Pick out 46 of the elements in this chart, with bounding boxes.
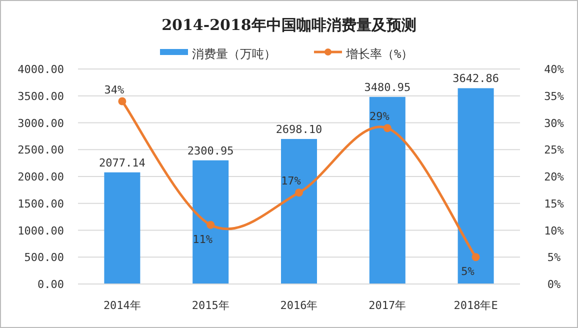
y2-tick-label: 0%	[547, 278, 561, 291]
bar	[104, 172, 140, 284]
y-tick-label: 3000.00	[18, 116, 64, 130]
y-tick-label: 500.00	[24, 251, 64, 264]
point	[295, 188, 303, 197]
y2-tick-label: 10%	[544, 224, 564, 238]
x-tick-label: 2015年	[192, 299, 230, 312]
y-tick-label: 1500.00	[18, 197, 64, 210]
data-label: 3642.86	[452, 72, 499, 86]
data-label: 3480.95	[364, 80, 411, 94]
x-tick-label: 2018年E	[454, 299, 498, 312]
legend-label: 增长率（%）	[345, 47, 414, 61]
point	[118, 97, 126, 106]
y2-tick-label: 25%	[544, 144, 564, 157]
bar	[458, 88, 494, 284]
y2-tick-label: 30%	[544, 116, 564, 130]
data-label: 2077.14	[99, 156, 146, 170]
y-tick-label: 2500.00	[18, 144, 64, 157]
data-label: 11%	[192, 232, 213, 246]
point	[383, 124, 392, 132]
y-tick-label: 0.00	[38, 278, 64, 291]
y-tick-label: 3500.00	[18, 90, 64, 103]
x-tick-label: 2016年	[280, 299, 318, 312]
point	[472, 253, 480, 262]
y-tick-label: 1000.00	[18, 224, 64, 238]
data-label: 5%	[461, 265, 475, 278]
y2-tick-label: 40%	[544, 63, 564, 76]
data-label: 34%	[104, 83, 125, 96]
y-tick-label: 4000.00	[18, 63, 64, 76]
y2-tick-label: 5%	[547, 251, 561, 264]
chart-title: 2014-2018年中国咖啡消费量及预测	[162, 16, 416, 34]
data-label: 29%	[369, 110, 390, 124]
data-label: 17%	[281, 174, 302, 188]
y2-tick-label: 35%	[544, 90, 564, 103]
bar	[281, 138, 317, 284]
bar	[369, 96, 406, 284]
y2-tick-label: 15%	[544, 197, 564, 210]
bar	[192, 160, 229, 284]
data-label: 2300.95	[187, 144, 234, 158]
point	[206, 220, 215, 229]
data-label: 2698.10	[276, 122, 322, 136]
y-tick-label: 2000.00	[18, 170, 64, 184]
x-tick-label: 2014年	[103, 299, 141, 312]
legend-label: 消费量（万吨）	[192, 47, 276, 61]
x-tick-label: 2017年	[368, 299, 406, 312]
y2-tick-label: 20%	[544, 170, 564, 184]
